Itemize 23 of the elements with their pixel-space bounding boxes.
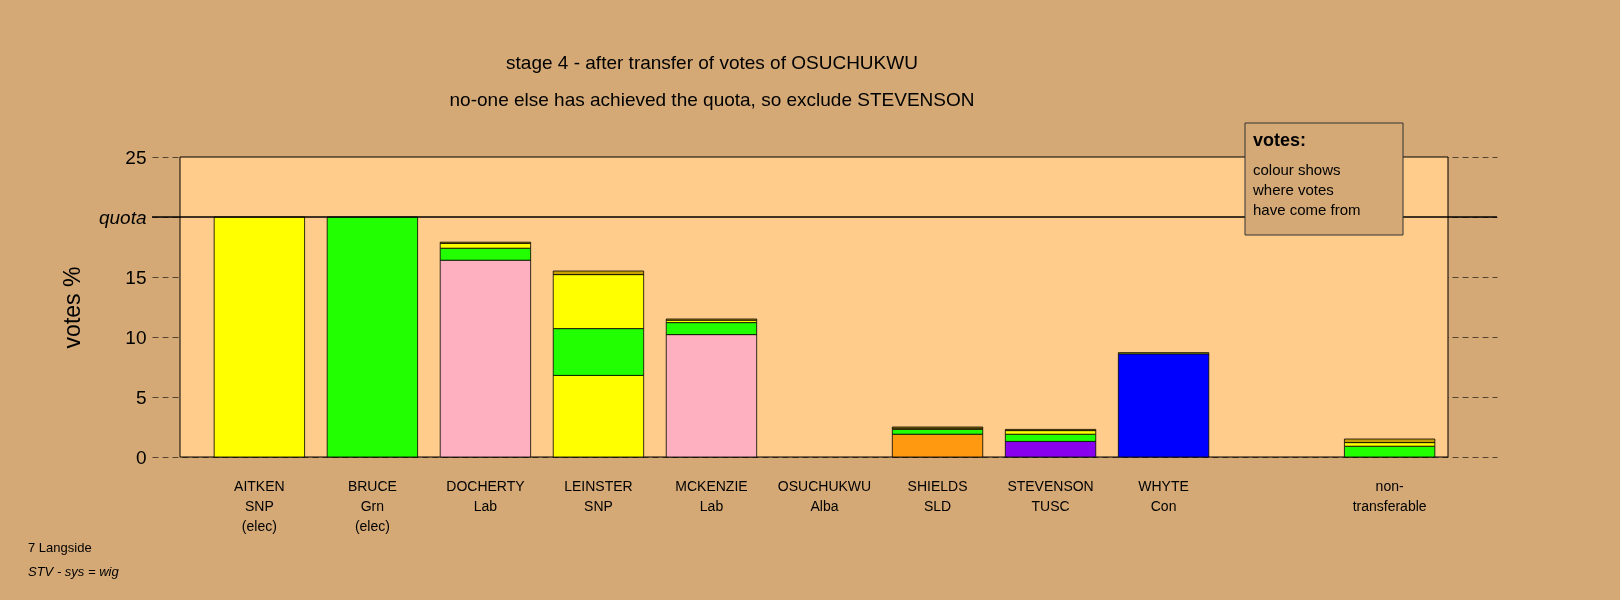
x-tick-label: DOCHERTY Lab bbox=[446, 477, 526, 514]
x-tick-label: LEINSTER SNP bbox=[564, 477, 633, 514]
annotation: colour shows where votes have come from bbox=[1252, 161, 1361, 218]
x-tick-label: SHIELDS SLD bbox=[907, 477, 968, 514]
text: votes: bbox=[1253, 130, 1307, 150]
y-tick-label: 0 bbox=[135, 446, 147, 468]
x-tick-label: WHYTE Con bbox=[1138, 477, 1189, 514]
chart-subtitle: no-one else has achieved the quota, so exclude STEVENSON bbox=[449, 89, 975, 110]
x-tick-label: STEVENSON TUSC bbox=[1007, 477, 1094, 514]
x-tick-label: MCKENZIE Lab bbox=[675, 477, 748, 514]
text: STV - sys = wig bbox=[28, 564, 120, 579]
y-tick-label: 25 bbox=[125, 146, 147, 168]
y-tick-label: 5 bbox=[135, 386, 147, 408]
x-tick-label: BRUCE Grn (elec) bbox=[347, 477, 397, 534]
y-tick-label: quota bbox=[98, 206, 147, 228]
y-tick-label: 10 bbox=[125, 326, 147, 348]
y-axis-title: votes % bbox=[58, 266, 85, 349]
x-tick-label: non- transferable bbox=[1352, 477, 1427, 514]
y-tick-label: 15 bbox=[125, 266, 147, 288]
chart-title: stage 4 - after transfer of votes of OSUCHUKWU bbox=[506, 52, 918, 73]
x-tick-label: OSUCHUKWU Alba bbox=[777, 477, 872, 514]
text: 7 Langside bbox=[28, 540, 92, 555]
x-tick-label: AITKEN SNP (elec) bbox=[234, 477, 285, 534]
